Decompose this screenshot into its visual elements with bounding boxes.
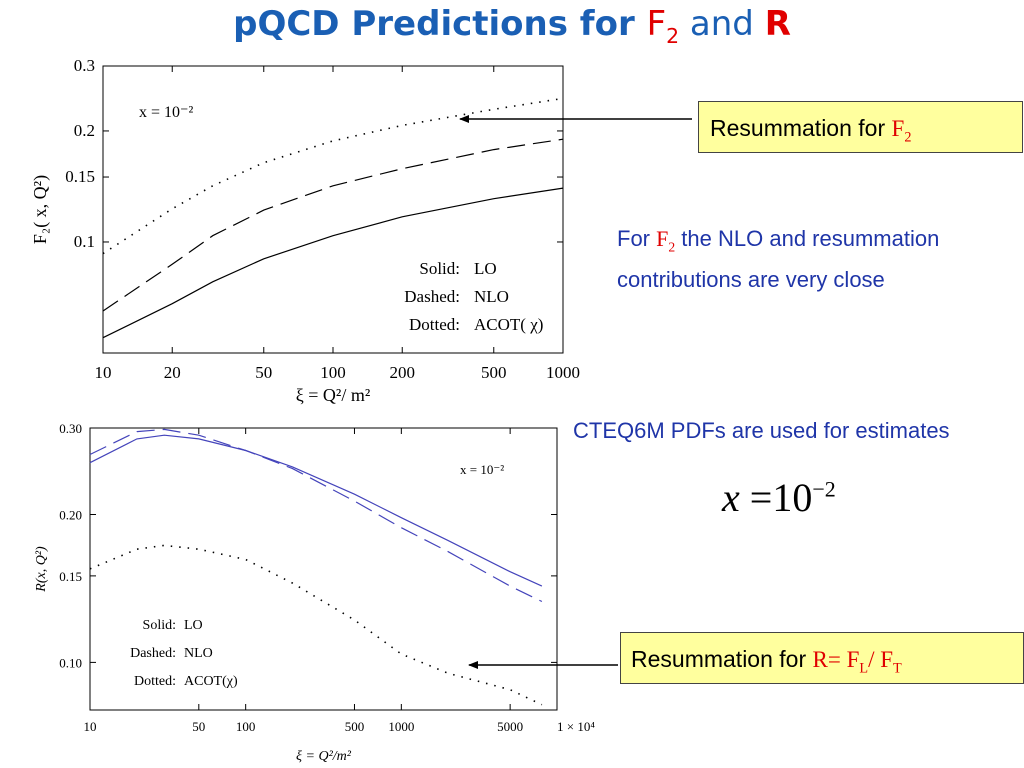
legend-style: Dotted: [134, 674, 176, 689]
title-prefix: pQCD Predictions for [233, 4, 647, 44]
x-tick-label: 500 [481, 363, 507, 382]
legend-style: Solid: [143, 618, 176, 633]
x-tick-label: 50 [255, 363, 272, 382]
x-tick-label: 5000 [497, 719, 523, 734]
title-r: R [764, 4, 791, 44]
y-tick-label: 0.30 [59, 421, 82, 436]
f2-chart: 10 20 50 100 200 500 1000 0.1 0.15 0.2 0.3 x = 10⁻²… [30, 56, 580, 405]
legend-label: LO [474, 259, 497, 278]
callout-resummation-f2: Resummation for F2 [698, 101, 1023, 153]
y-axis-label: R(x, Q²) [34, 546, 49, 593]
legend-style: Dashed: [130, 646, 176, 661]
legend-label: LO [184, 618, 203, 633]
x-tick-label: 200 [389, 363, 415, 382]
x-tick-label: 1000 [546, 363, 580, 382]
series-line-dashed [102, 138, 564, 312]
legend-label: ACOT(χ) [184, 674, 238, 689]
x-tick-label: 1 × 10⁴ [557, 719, 595, 734]
title-f2: F2 [646, 4, 680, 48]
x-tick-label: 500 [345, 719, 365, 734]
x-tick-label: 100 [236, 719, 256, 734]
y-tick-label: 0.2 [74, 121, 95, 140]
legend-style: Dashed: [404, 287, 460, 306]
callout-resummation-r: Resummation for R= FL/ FT [620, 632, 1024, 684]
y-tick-label: 0.3 [74, 56, 95, 75]
y-tick-label: 0.10 [59, 655, 82, 670]
series-line-solid [102, 187, 564, 339]
slide-title: pQCD Predictions for F2 and R [0, 4, 1024, 48]
series-line-dotted [89, 544, 543, 706]
callout-r-symbol: R= FL/ FT [812, 647, 902, 677]
y-tick-label: 0.15 [65, 167, 95, 186]
legend-label: ACOT( χ) [474, 315, 543, 334]
x-tick-label: 50 [192, 719, 205, 734]
x-tick-label: 10 [84, 719, 97, 734]
r-chart: 10 50 100 500 1000 5000 1 × 10⁴ 0.10 0.15 0.20 0.3… [34, 421, 595, 764]
series-line-dotted [102, 97, 564, 255]
series-line-solid [89, 434, 543, 587]
legend-label: NLO [184, 646, 213, 661]
x-tick-label: 20 [164, 363, 181, 382]
title-and: and [679, 4, 765, 44]
note-cteq6m: CTEQ6M PDFs are used for estimates [573, 418, 950, 443]
x-axis-label: ξ = Q²/m² [296, 749, 352, 764]
x-value-annotation: x = 10⁻² [139, 104, 193, 121]
equation-x: x =10−2 [722, 475, 836, 520]
x-tick-label: 100 [320, 363, 346, 382]
callout-f2-symbol: F2 [891, 116, 912, 146]
x-tick-label: 1000 [388, 719, 414, 734]
x-tick-label: 10 [95, 363, 112, 382]
note-f2-symbol: F2 [656, 226, 676, 255]
legend-style: Dotted: [409, 315, 460, 334]
y-tick-label: 0.15 [59, 569, 82, 584]
x-value-annotation: x = 10⁻² [460, 462, 504, 477]
series-line-dashed [89, 428, 543, 603]
y-tick-label: 0.20 [59, 508, 82, 523]
note-f2-close: For F2 the NLO and resummation contribut… [617, 226, 940, 293]
plot-frame [89, 427, 558, 711]
y-tick-label: 0.1 [74, 232, 95, 251]
x-axis-label: ξ = Q²/ m² [296, 385, 370, 405]
legend-style: Solid: [419, 259, 460, 278]
legend-label: NLO [474, 287, 509, 306]
y-axis-label: F₂( x, Q²) [30, 175, 51, 244]
